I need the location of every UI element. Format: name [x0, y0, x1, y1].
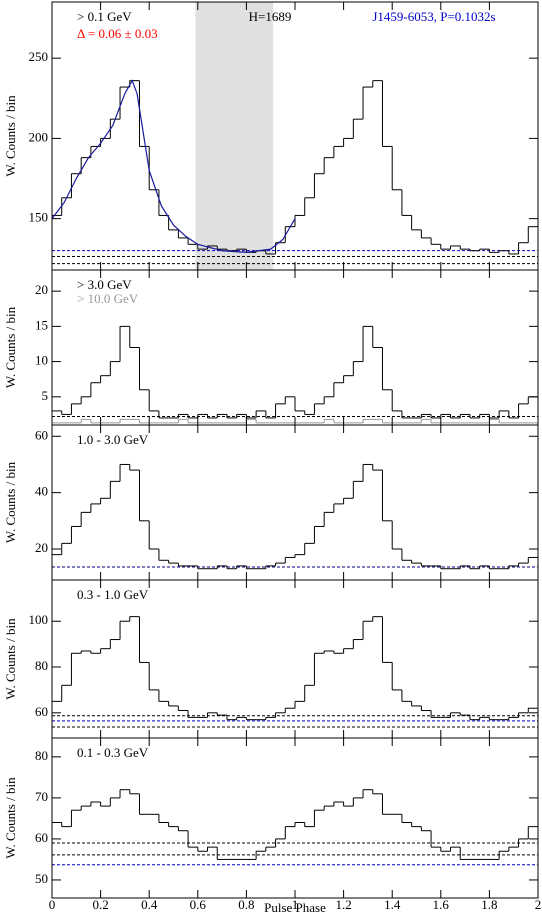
annotation: J1459-6053, P=0.1032s	[372, 9, 495, 24]
x-tick-label: 1.6	[433, 897, 450, 912]
y-tick-label: 80	[35, 748, 48, 763]
x-tick-label: 1.2	[335, 897, 351, 912]
x-tick-label: 0.6	[190, 897, 207, 912]
plot-frame	[51, 1, 539, 271]
series-label: 0.1 - 0.3 GeV	[77, 745, 149, 760]
y-tick-label: 10	[35, 353, 48, 368]
shaded-region	[195, 2, 274, 270]
series-label: > 10.0 GeV	[77, 291, 139, 306]
y-axis-label: W. Counts / bin	[3, 95, 18, 177]
y-tick-label: 20	[35, 282, 48, 297]
y-tick-label: 60	[35, 427, 48, 442]
y-tick-label: 70	[35, 789, 48, 804]
y-tick-label: 150	[29, 210, 49, 225]
y-tick-label: 200	[29, 129, 49, 144]
series-label: 1.0 - 3.0 GeV	[77, 432, 149, 447]
y-tick-label: 60	[35, 830, 48, 845]
series-label: > 3.0 GeV	[77, 277, 132, 292]
y-tick-label: 20	[35, 540, 48, 555]
y-tick-label: 5	[42, 388, 49, 403]
plot-frame	[51, 737, 539, 899]
y-tick-label: 40	[35, 484, 48, 499]
y-tick-label: 15	[35, 317, 48, 332]
x-tick-label: 2	[535, 897, 542, 912]
y-tick-label: 250	[29, 49, 49, 64]
y-tick-label: 50	[35, 871, 48, 886]
y-tick-label: 60	[35, 704, 48, 719]
x-tick-label: 1.4	[384, 897, 401, 912]
annotation: H=1689	[249, 9, 292, 24]
y-axis-label: W. Counts / bin	[3, 618, 18, 700]
annotation: Δ = 0.06 ± 0.03	[77, 26, 158, 41]
y-tick-label: 100	[29, 612, 49, 627]
x-tick-label: 0.8	[238, 897, 254, 912]
x-tick-label: 0.4	[141, 897, 158, 912]
series-label: 0.3 - 1.0 GeV	[77, 587, 149, 602]
y-tick-label: 80	[35, 658, 48, 673]
x-axis-label: Pulse Phase	[264, 900, 326, 914]
x-tick-label: 1.8	[481, 897, 497, 912]
plot-frame	[51, 579, 539, 739]
series-label: > 0.1 GeV	[77, 9, 132, 24]
y-axis-label: W. Counts / bin	[3, 777, 18, 859]
x-tick-label: 0	[49, 897, 56, 912]
y-axis-label: W. Counts / bin	[3, 306, 18, 388]
x-tick-label: 0.2	[92, 897, 108, 912]
y-axis-label: W. Counts / bin	[3, 461, 18, 543]
fit-curve	[51, 79, 296, 253]
x-tick-label: 1	[292, 897, 299, 912]
